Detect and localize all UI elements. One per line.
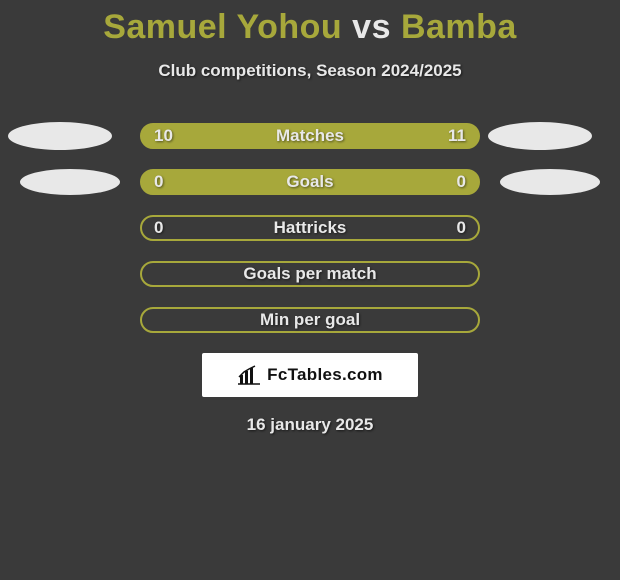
stat-row-hattricks: Hattricks 0 0: [0, 215, 620, 241]
stat-label: Goals: [286, 172, 333, 192]
stat-bar-gpm: Goals per match: [140, 261, 480, 287]
stat-right-value: 11: [448, 126, 466, 146]
player-ellipse-left: [8, 122, 112, 150]
subtitle: Club competitions, Season 2024/2025: [0, 61, 620, 81]
logo-text: FcTables.com: [267, 365, 383, 385]
stat-label: Goals per match: [243, 264, 376, 284]
stat-right-value: 0: [457, 218, 466, 238]
stat-label: Min per goal: [260, 310, 360, 330]
player-ellipse-right: [500, 169, 600, 195]
title-right: Bamba: [401, 8, 517, 46]
stat-bar-goals: Goals 0 0: [140, 169, 480, 195]
stat-label: Hattricks: [274, 218, 347, 238]
page-title: Samuel Yohou vs Bamba: [0, 0, 620, 47]
stat-left-value: 0: [154, 218, 163, 238]
date: 16 january 2025: [0, 415, 620, 435]
stat-label: Matches: [276, 126, 344, 146]
title-left: Samuel Yohou: [103, 8, 342, 46]
stat-left-value: 0: [154, 172, 163, 192]
stat-right-value: 0: [457, 172, 466, 192]
stat-bar-mpg: Min per goal: [140, 307, 480, 333]
stat-left-value: 10: [154, 126, 173, 146]
stat-bar-hattricks: Hattricks 0 0: [140, 215, 480, 241]
stat-row-mpg: Min per goal: [0, 307, 620, 333]
stat-bar-matches: Matches 10 11: [140, 123, 480, 149]
logo-box: FcTables.com: [202, 353, 418, 397]
stat-row-gpm: Goals per match: [0, 261, 620, 287]
title-separator: vs: [352, 8, 391, 46]
chart-icon: [237, 365, 261, 385]
stat-rows: Matches 10 11 Goals 0 0 Hattricks 0 0 Goals per m…: [0, 123, 620, 333]
player-ellipse-left: [20, 169, 120, 195]
player-ellipse-right: [488, 122, 592, 150]
